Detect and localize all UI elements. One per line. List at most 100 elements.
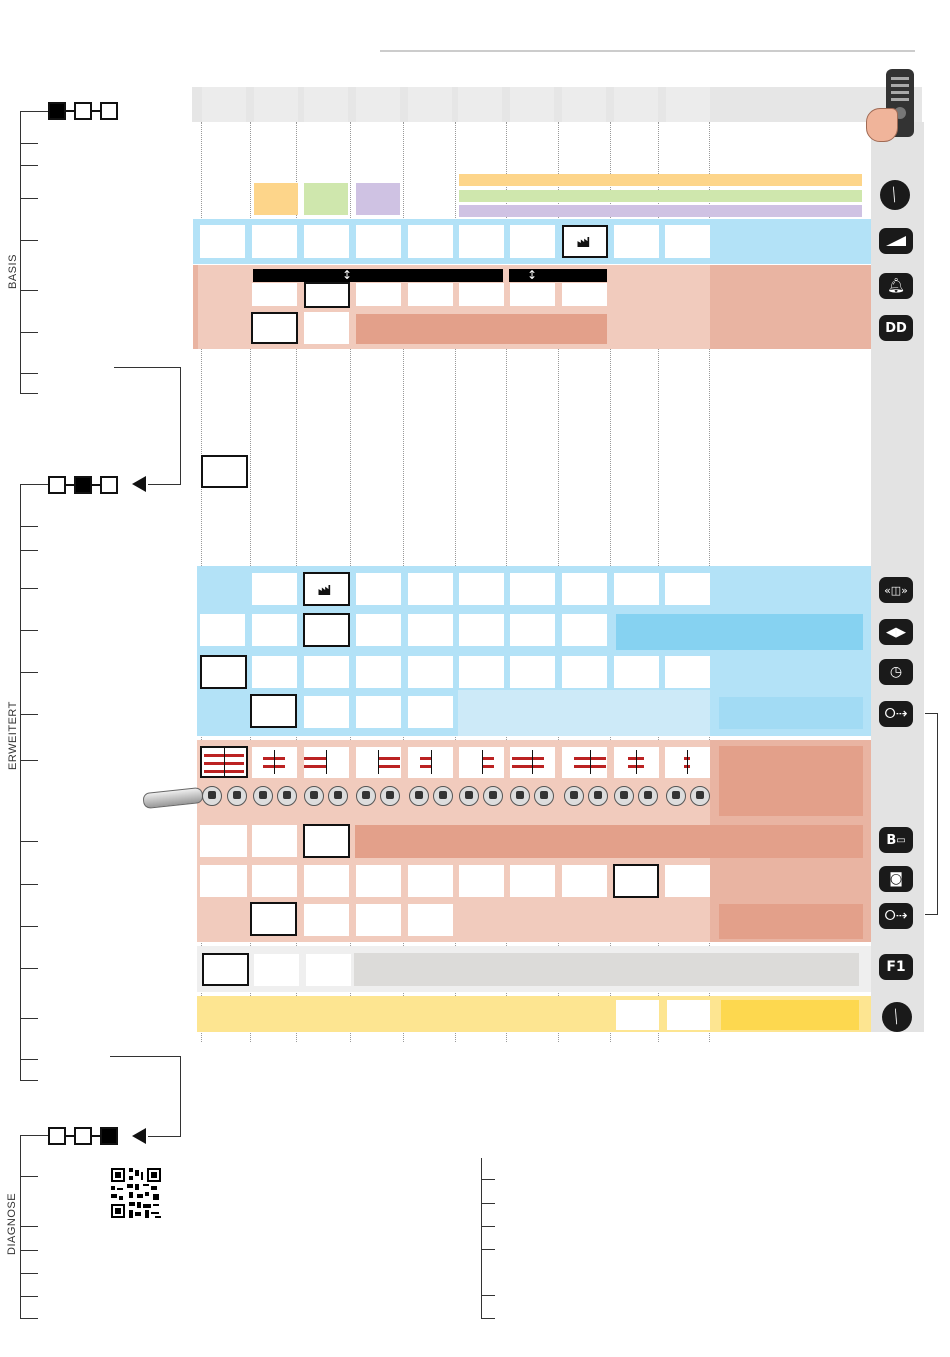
selected-option-cell[interactable] bbox=[250, 694, 297, 728]
rotary-switch-icon[interactable] bbox=[277, 786, 297, 806]
option-cell[interactable] bbox=[614, 656, 659, 688]
option-cell[interactable] bbox=[616, 1000, 659, 1030]
rotary-switch-icon[interactable] bbox=[328, 786, 348, 806]
option-cell[interactable] bbox=[459, 865, 504, 897]
option-cell[interactable] bbox=[304, 312, 349, 344]
option-cell[interactable] bbox=[562, 614, 607, 646]
swing-icon[interactable]: «◫» bbox=[879, 577, 913, 603]
selected-option-cell[interactable] bbox=[303, 824, 350, 858]
option-cell[interactable] bbox=[665, 865, 710, 897]
clock-icon[interactable]: ◷ bbox=[879, 659, 913, 685]
option-cell[interactable] bbox=[304, 696, 349, 728]
selected-option-cell[interactable] bbox=[304, 282, 350, 308]
selected-option-cell[interactable] bbox=[250, 902, 297, 936]
usb-icon[interactable]: ⭘⇢ bbox=[879, 701, 913, 727]
option-cell[interactable] bbox=[304, 656, 349, 688]
option-cell[interactable] bbox=[459, 225, 504, 258]
option-cell[interactable] bbox=[356, 225, 401, 258]
option-cell[interactable] bbox=[252, 656, 297, 688]
camera-icon[interactable]: ◙ bbox=[879, 866, 913, 892]
dd-icon[interactable]: DD bbox=[879, 315, 913, 341]
rotary-switch-icon[interactable] bbox=[202, 786, 222, 806]
option-cell[interactable] bbox=[562, 283, 607, 306]
option-cell[interactable] bbox=[459, 573, 504, 605]
option-cell[interactable] bbox=[356, 865, 401, 897]
option-cell[interactable] bbox=[408, 614, 453, 646]
option-cell[interactable] bbox=[459, 283, 504, 306]
option-cell[interactable] bbox=[252, 573, 297, 605]
option-cell[interactable] bbox=[614, 225, 659, 258]
wiring-cell[interactable] bbox=[562, 747, 607, 778]
f1-icon[interactable]: F1 bbox=[879, 954, 913, 980]
factory-default-cell[interactable] bbox=[562, 225, 608, 258]
option-cell[interactable] bbox=[200, 225, 245, 258]
rotary-switch-icon[interactable] bbox=[638, 786, 658, 806]
option-cell[interactable] bbox=[252, 614, 297, 646]
wiring-cell[interactable] bbox=[459, 747, 504, 778]
option-cell[interactable] bbox=[562, 656, 607, 688]
option-cell[interactable] bbox=[356, 614, 401, 646]
selected-option-cell[interactable] bbox=[613, 864, 659, 898]
option-cell[interactable] bbox=[614, 573, 659, 605]
b-icon[interactable]: B ▭ bbox=[879, 827, 913, 853]
selected-option-cell[interactable] bbox=[200, 655, 247, 689]
rotary-switch-icon[interactable] bbox=[614, 786, 634, 806]
usb-icon[interactable]: ⭘⇢ bbox=[879, 903, 913, 929]
option-cell[interactable] bbox=[200, 825, 247, 857]
option-cell[interactable] bbox=[665, 573, 710, 605]
selected-option-cell[interactable] bbox=[201, 455, 248, 488]
option-cell[interactable] bbox=[306, 954, 351, 986]
option-cell[interactable] bbox=[408, 283, 453, 306]
selected-option-cell[interactable] bbox=[303, 613, 350, 647]
option-cell[interactable] bbox=[459, 614, 504, 646]
option-cell[interactable] bbox=[510, 225, 555, 258]
option-cell[interactable] bbox=[667, 1000, 710, 1030]
rotary-switch-icon[interactable] bbox=[433, 786, 453, 806]
rotary-switch-icon[interactable] bbox=[483, 786, 503, 806]
option-cell[interactable] bbox=[200, 865, 247, 897]
tool-icon[interactable]: ⟋ bbox=[882, 1002, 912, 1032]
option-cell[interactable] bbox=[665, 656, 710, 688]
option-cell[interactable] bbox=[304, 865, 349, 897]
bell-icon[interactable]: 🔔︎ bbox=[879, 273, 913, 299]
option-cell[interactable] bbox=[408, 904, 453, 936]
option-cell[interactable] bbox=[356, 656, 401, 688]
option-cell[interactable] bbox=[510, 283, 555, 306]
factory-default-cell[interactable] bbox=[303, 572, 350, 606]
option-cell[interactable] bbox=[408, 656, 453, 688]
rotary-switch-icon[interactable] bbox=[690, 786, 710, 806]
option-cell[interactable] bbox=[200, 614, 245, 646]
option-cell[interactable] bbox=[408, 696, 453, 728]
option-cell[interactable] bbox=[408, 573, 453, 605]
option-cell[interactable] bbox=[510, 656, 555, 688]
option-cell[interactable] bbox=[252, 865, 297, 897]
option-cell[interactable] bbox=[356, 696, 401, 728]
rotary-switch-icon[interactable] bbox=[564, 786, 584, 806]
option-cell[interactable] bbox=[665, 225, 710, 258]
option-cell[interactable] bbox=[510, 573, 555, 605]
option-cell[interactable] bbox=[562, 865, 607, 897]
rotary-switch-icon[interactable] bbox=[666, 786, 686, 806]
rotary-switch-icon[interactable] bbox=[510, 786, 530, 806]
rotary-switch-icon[interactable] bbox=[409, 786, 429, 806]
option-cell[interactable] bbox=[252, 825, 297, 857]
rotary-switch-icon[interactable] bbox=[253, 786, 273, 806]
rotary-switch-icon[interactable] bbox=[459, 786, 479, 806]
rotary-switch-icon[interactable] bbox=[380, 786, 400, 806]
option-cell[interactable] bbox=[408, 225, 453, 258]
option-cell[interactable] bbox=[510, 865, 555, 897]
tool-icon[interactable]: ⟋ bbox=[880, 180, 910, 210]
wiring-cell[interactable] bbox=[408, 747, 453, 778]
rotary-switch-icon[interactable] bbox=[227, 786, 247, 806]
option-cell[interactable] bbox=[510, 614, 555, 646]
arrows-icon[interactable]: ◀▶ bbox=[879, 619, 913, 645]
option-cell[interactable] bbox=[408, 865, 453, 897]
option-cell[interactable] bbox=[459, 656, 504, 688]
option-cell[interactable] bbox=[562, 573, 607, 605]
rotary-switch-icon[interactable] bbox=[356, 786, 376, 806]
option-cell[interactable] bbox=[254, 954, 299, 986]
rotary-switch-icon[interactable] bbox=[534, 786, 554, 806]
option-cell[interactable] bbox=[356, 573, 401, 605]
rotary-switch-icon[interactable] bbox=[304, 786, 324, 806]
option-cell[interactable] bbox=[304, 225, 349, 258]
